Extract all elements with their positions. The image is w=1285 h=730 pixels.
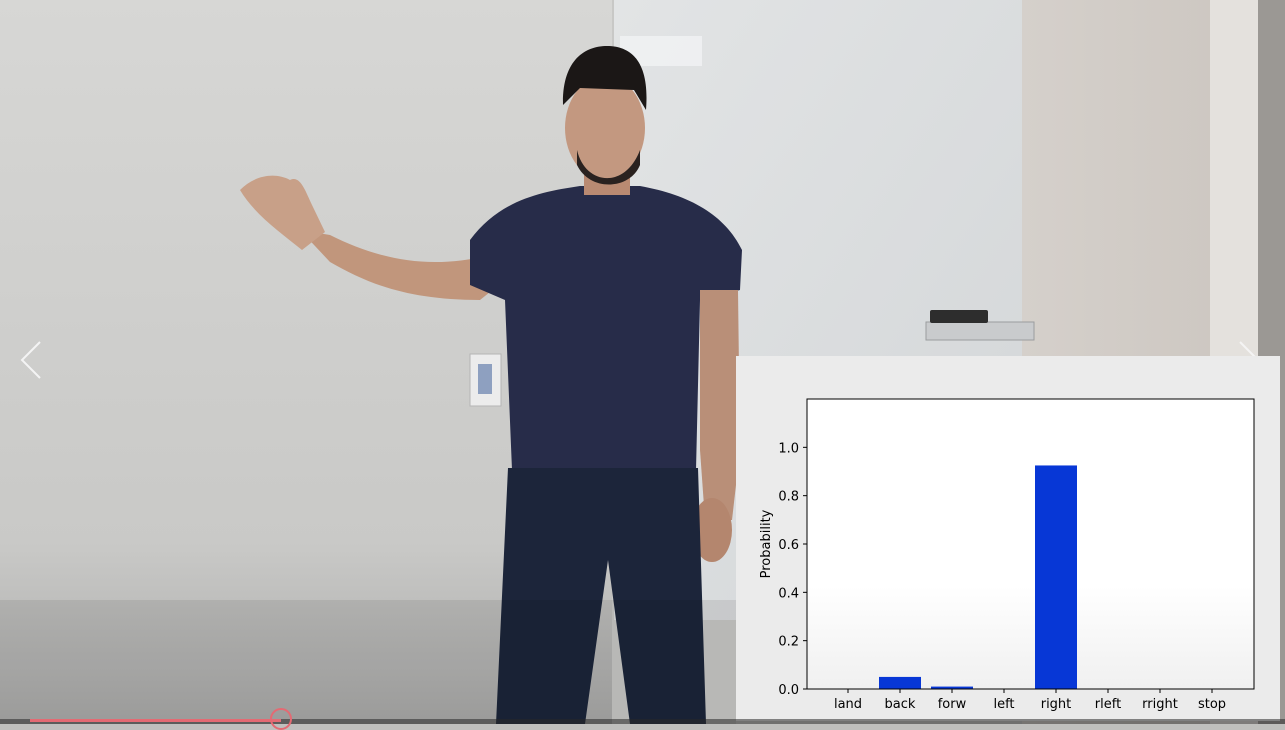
bar-forw bbox=[931, 686, 973, 689]
y-tick-label: 0.4 bbox=[778, 586, 799, 601]
y-tick-label: 1.0 bbox=[778, 441, 799, 456]
x-tick-label: right bbox=[1041, 697, 1072, 712]
person-figure bbox=[240, 46, 742, 724]
y-tick-label: 0.6 bbox=[778, 538, 799, 553]
probability-chart-panel: 0.0 0.2 0.4 0.6 0.8 1.0 land back forw left right… bbox=[736, 356, 1280, 721]
progress-knob[interactable] bbox=[270, 708, 293, 730]
y-tick-label: 0.0 bbox=[778, 683, 799, 698]
progress-fill bbox=[30, 719, 282, 722]
x-tick-label: rleft bbox=[1095, 697, 1121, 712]
x-tick-label: rright bbox=[1142, 697, 1178, 712]
x-tick-label: land bbox=[834, 697, 862, 712]
bar-right bbox=[1035, 465, 1077, 689]
bar-back bbox=[879, 676, 921, 689]
x-tick-label: stop bbox=[1198, 697, 1226, 712]
x-tick-label: forw bbox=[938, 697, 967, 712]
y-axis-label: Probability bbox=[759, 509, 774, 578]
prev-button[interactable] bbox=[12, 330, 52, 390]
x-tick-label: back bbox=[885, 697, 916, 712]
probability-bar-chart: 0.0 0.2 0.4 0.6 0.8 1.0 land back forw left right… bbox=[759, 398, 1255, 712]
chevron-left-icon bbox=[20, 341, 41, 379]
y-tick-label: 0.2 bbox=[778, 635, 799, 650]
progress-track[interactable] bbox=[0, 719, 1285, 724]
x-tick-label: left bbox=[993, 697, 1014, 712]
y-tick-label: 0.8 bbox=[778, 490, 799, 505]
